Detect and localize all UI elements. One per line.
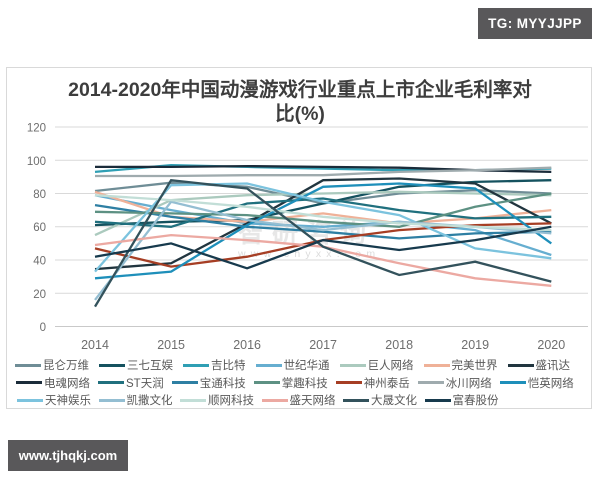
svg-text:80: 80 xyxy=(33,189,46,201)
svg-text:2020: 2020 xyxy=(537,338,565,352)
svg-text:2016: 2016 xyxy=(233,338,261,352)
svg-text:2017: 2017 xyxy=(309,338,337,352)
svg-text:2019: 2019 xyxy=(461,338,489,352)
svg-text:2014: 2014 xyxy=(81,338,109,352)
svg-text:2018: 2018 xyxy=(385,338,413,352)
svg-text:0: 0 xyxy=(40,322,46,334)
svg-text:60: 60 xyxy=(33,222,46,234)
svg-text:120: 120 xyxy=(27,123,46,135)
svg-text:40: 40 xyxy=(33,256,46,268)
svg-text:2015: 2015 xyxy=(157,338,185,352)
svg-text:100: 100 xyxy=(27,156,46,168)
svg-text:20: 20 xyxy=(33,289,46,301)
